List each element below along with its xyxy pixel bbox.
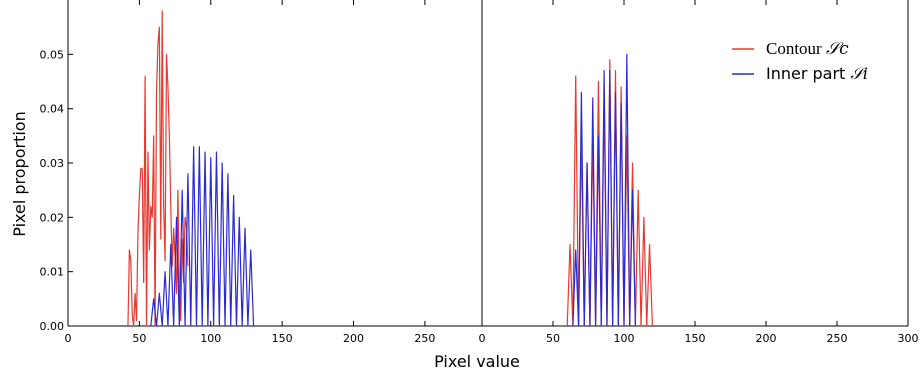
x-tick-label: 0	[65, 332, 72, 345]
y-tick-label: 0.00	[40, 320, 65, 333]
legend-contour-label: Contour 𝒮c	[766, 39, 849, 59]
x-tick-label: 50	[546, 332, 560, 345]
x-tick-label: 200	[343, 332, 364, 345]
legend-inner-label: Inner part 𝒮i	[766, 64, 868, 83]
y-axis-title: Pixel proportion	[10, 111, 29, 236]
y-tick-label: 0.05	[40, 48, 65, 61]
x-tick-label: 250	[827, 332, 848, 345]
contour-series-line	[127, 10, 189, 327]
left-panel: 0 50 100 150 200 250 0.00 0.01 0.02 0.03 0.04 0.05	[40, 0, 482, 345]
x-tick-label: 50	[132, 332, 146, 345]
y-tick-label: 0.01	[40, 266, 65, 279]
x-tick-label: 150	[685, 332, 706, 345]
inner-part-series-line	[572, 53, 636, 327]
x-tick-label: 100	[614, 332, 635, 345]
y-tick-label: 0.02	[40, 211, 65, 224]
legend: Contour 𝒮c Inner part 𝒮i	[732, 39, 868, 83]
x-tick-label: 100	[200, 332, 221, 345]
x-tick-label: 0	[479, 332, 486, 345]
x-tick-label: 300	[898, 332, 919, 345]
x-tick-label: 200	[756, 332, 777, 345]
right-panel: 0 50 100 150 200 250 300	[479, 0, 919, 345]
x-axis-title: Pixel value	[434, 352, 520, 371]
y-tick-label: 0.03	[40, 157, 65, 170]
x-tick-label: 250	[414, 332, 435, 345]
x-tick-label: 150	[272, 332, 293, 345]
y-tick-label: 0.04	[40, 103, 65, 116]
inner-part-series-line	[150, 146, 257, 327]
